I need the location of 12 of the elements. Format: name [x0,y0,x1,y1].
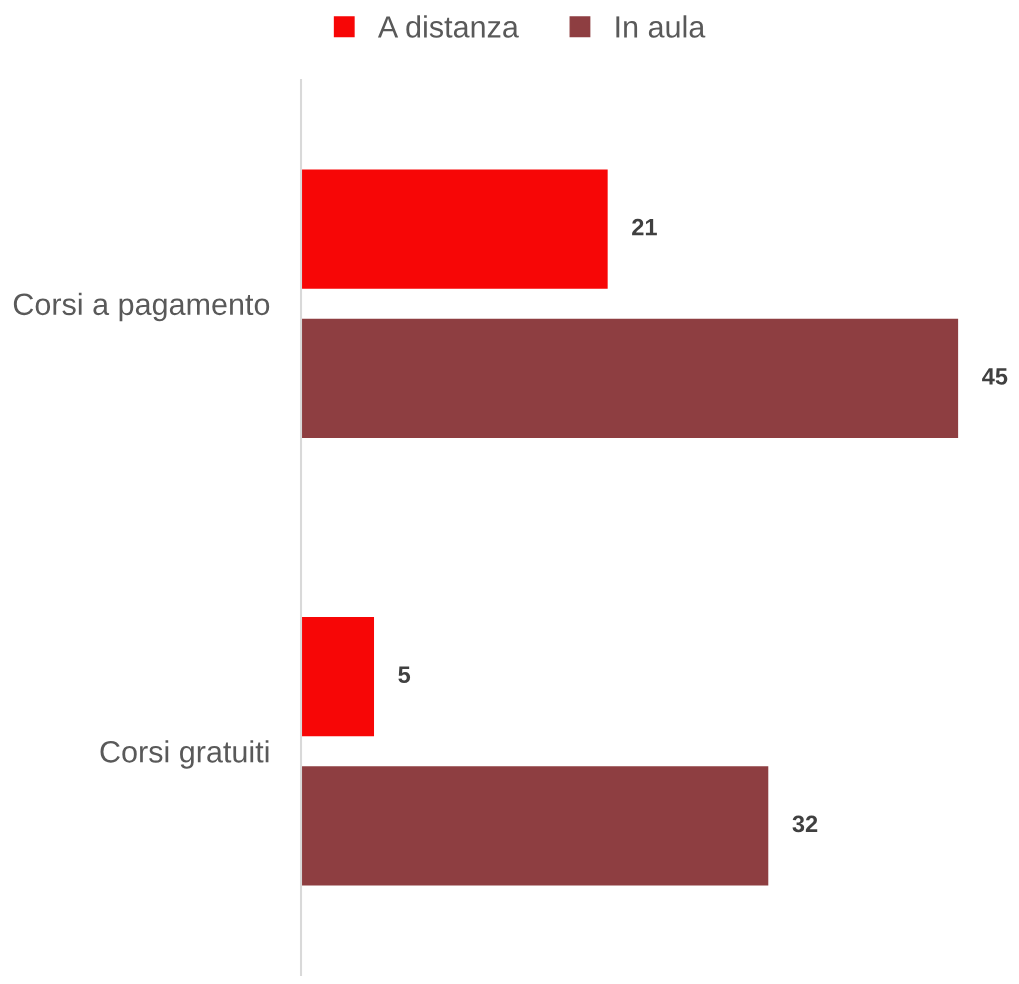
data-label: 5 [398,666,411,683]
y-tick-label: Corsi gratuiti [100,740,269,769]
bar [301,169,608,289]
bar [301,616,375,737]
data-label: 21 [632,218,657,236]
data-label: 45 [982,368,1008,385]
data-label: 32 [792,815,818,833]
bar [301,318,959,439]
y-tick-label: Corsi a pagamento [13,292,270,322]
bar [301,766,769,886]
legend-label: A distanza [377,15,519,38]
legend-label: In aula [616,15,706,38]
